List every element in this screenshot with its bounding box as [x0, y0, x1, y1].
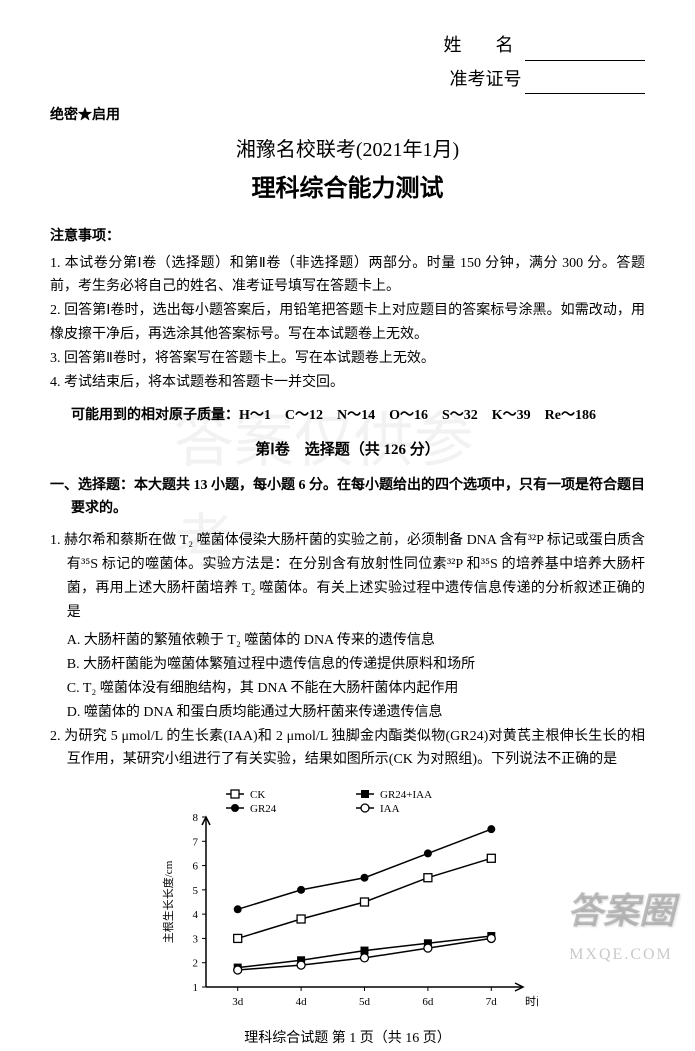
option-1c: C. T₂ 噬菌体没有细胞结构，其 DNA 不能在大肠杆菌体内起作用	[50, 677, 645, 701]
svg-text:IAA: IAA	[380, 803, 400, 815]
svg-text:5: 5	[192, 885, 198, 897]
svg-text:5d: 5d	[359, 996, 371, 1008]
svg-text:4: 4	[192, 909, 198, 921]
svg-text:6d: 6d	[422, 996, 434, 1008]
question-1: 1. 赫尔希和蔡斯在做 T₂ 噬菌体侵染大肠杆菌的实验之前，必须制备 DNA 含…	[50, 529, 645, 624]
sub-title: 理科综合能力测试	[50, 169, 645, 210]
option-1a: A. 大肠杆菌的繁殖依赖于 T₂ 噬菌体的 DNA 传来的遗传信息	[50, 629, 645, 653]
chart-container: 1 2 3 4 5 6 7 8 3d 4d 5d 6d 7d 时间/天 主根生长长度/cm CK GR24 GR2…	[158, 782, 538, 1022]
notice-list: 1. 本试卷分第Ⅰ卷（选择题）和第Ⅱ卷（非选择题）两部分。时量 150 分钟，满…	[50, 252, 645, 395]
notice-item: 3. 回答第Ⅱ卷时，将答案写在答题卡上。写在本试题卷上无效。	[50, 347, 645, 371]
svg-text:2: 2	[192, 958, 198, 970]
atomic-mass: 可能用到的相对原子质量：H～1 C～12 N～14 O～16 S～32 K～39…	[50, 404, 645, 428]
main-title: 湘豫名校联考(2021年1月)	[50, 133, 645, 167]
svg-text:4d: 4d	[295, 996, 307, 1008]
svg-text:主根生长长度/cm: 主根生长长度/cm	[161, 861, 175, 944]
notice-item: 4. 考试结束后，将本试题卷和答题卡一并交回。	[50, 371, 645, 395]
svg-text:GR24: GR24	[250, 803, 277, 815]
svg-text:7: 7	[192, 837, 198, 849]
name-input-line[interactable]	[525, 60, 645, 61]
section-title: 第Ⅰ卷 选择题（共 126 分）	[50, 438, 645, 464]
option-1b: B. 大肠杆菌能为噬菌体繁殖过程中遗传信息的传递提供原料和场所	[50, 653, 645, 677]
question-2: 2. 为研究 5 μmol/L 的生长素(IAA)和 2 μmol/L 独脚金内…	[50, 725, 645, 773]
watermark-main: 答案圈	[567, 880, 675, 941]
header-fields: 姓 名 准考证号	[50, 30, 645, 94]
notice-item: 2. 回答第Ⅰ卷时，选出每小题答案后，用铅笔把答题卡上对应题目的答案标号涂黑。如…	[50, 299, 645, 347]
svg-text:GR24+IAA: GR24+IAA	[380, 789, 432, 801]
svg-text:8: 8	[192, 812, 198, 824]
name-label: 姓 名	[444, 35, 522, 55]
watermark-sub: MXQE.COM	[567, 941, 675, 968]
svg-text:1: 1	[192, 982, 198, 994]
notice-item: 1. 本试卷分第Ⅰ卷（选择题）和第Ⅱ卷（非选择题）两部分。时量 150 分钟，满…	[50, 252, 645, 300]
svg-text:3: 3	[192, 934, 198, 946]
option-1d: D. 噬菌体的 DNA 和蛋白质均能通过大肠杆菌来传递遗传信息	[50, 701, 645, 725]
svg-text:6: 6	[192, 861, 198, 873]
svg-text:7d: 7d	[485, 996, 497, 1008]
page-footer: 理科综合试题 第 1 页（共 16 页）	[50, 1027, 645, 1051]
svg-text:3d: 3d	[232, 996, 244, 1008]
ticket-label: 准考证号	[450, 69, 522, 89]
question-type-heading: 一、选择题：本大题共 13 小题，每小题 6 分。在每小题给出的四个选项中，只有…	[50, 474, 645, 522]
svg-text:时间/天: 时间/天	[525, 995, 538, 1008]
svg-text:CK: CK	[250, 789, 265, 801]
confidential-mark: 绝密★启用	[50, 104, 645, 128]
watermark-bottom-right: 答案圈 MXQE.COM	[567, 880, 675, 968]
ticket-input-line[interactable]	[525, 93, 645, 94]
line-chart: 1 2 3 4 5 6 7 8 3d 4d 5d 6d 7d 时间/天 主根生长长度/cm CK GR24 GR2…	[158, 782, 538, 1022]
notice-title: 注意事项：	[50, 225, 645, 249]
